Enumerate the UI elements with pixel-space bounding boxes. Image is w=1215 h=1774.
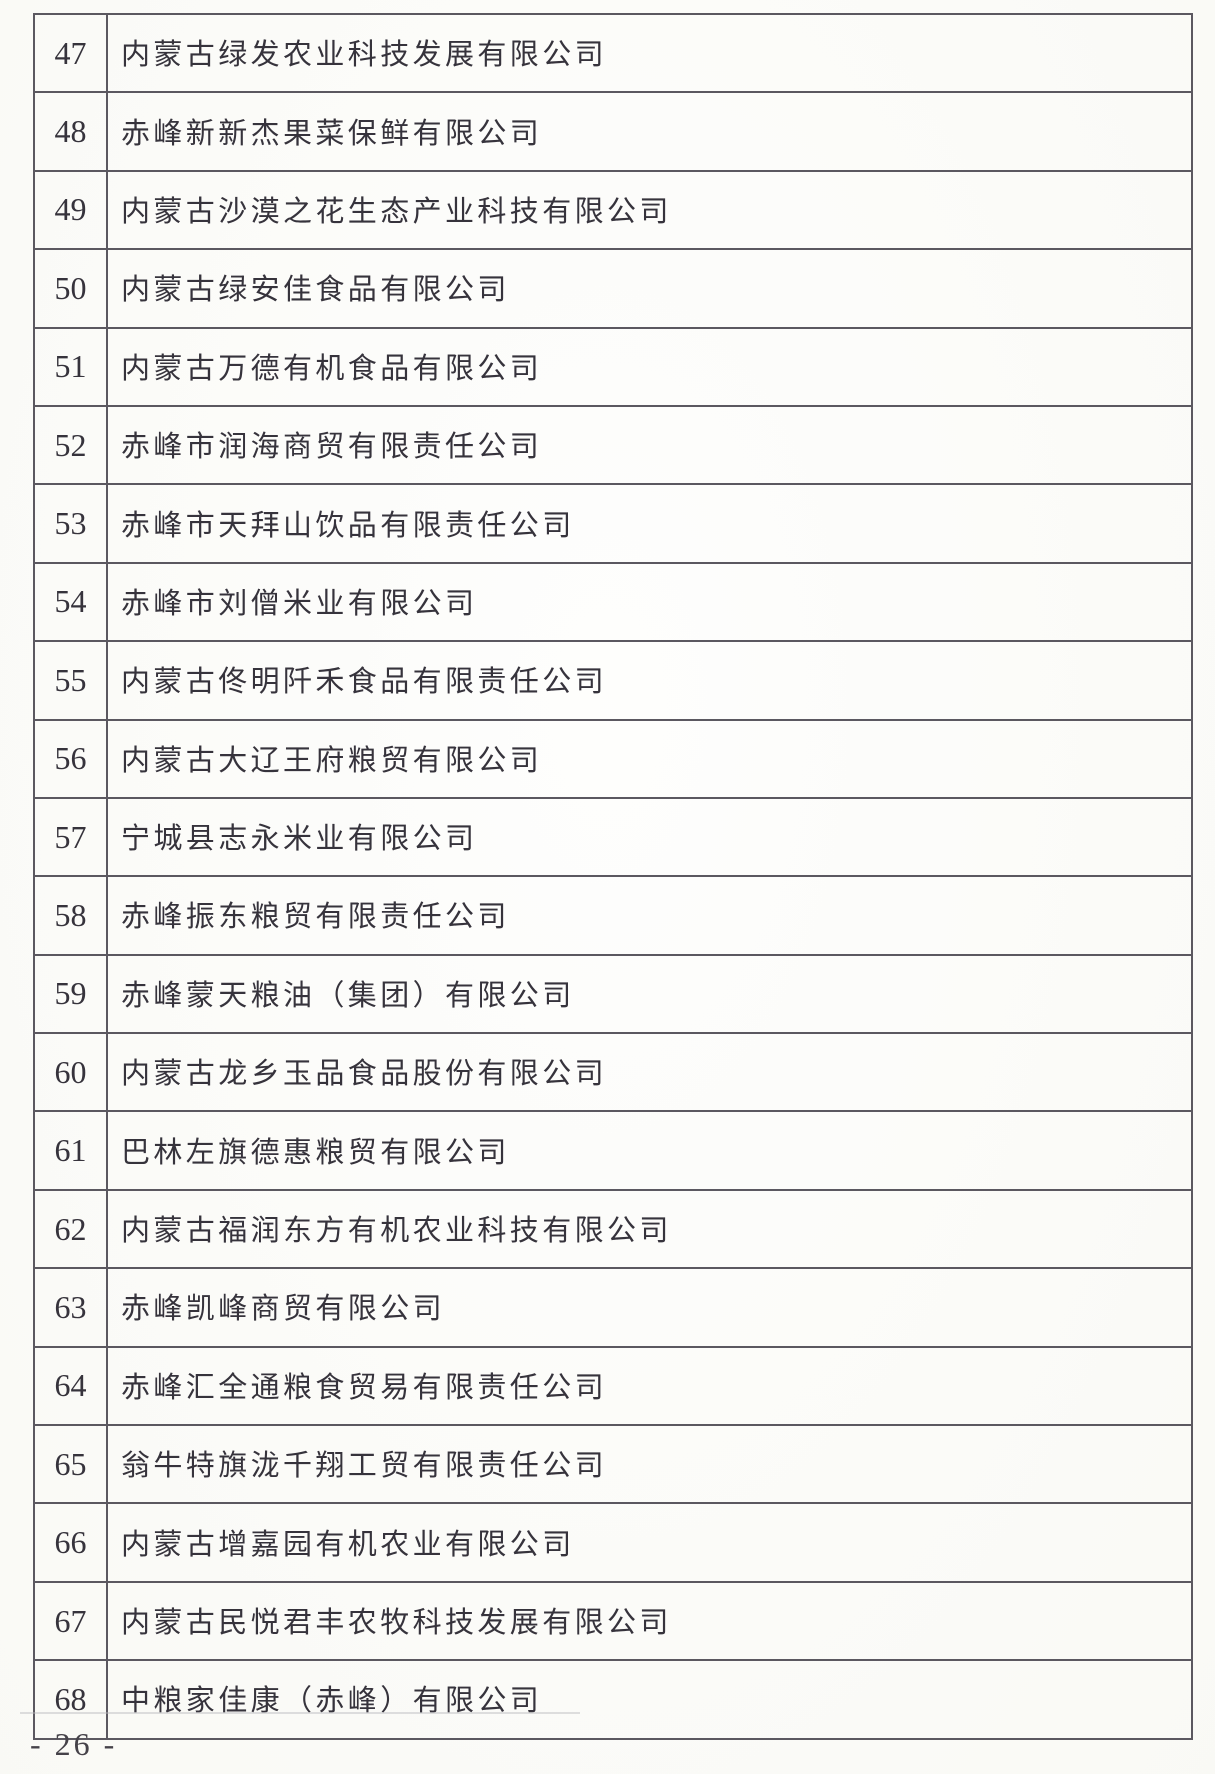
table-row: 60 内蒙古龙乡玉品食品股份有限公司: [33, 1032, 1193, 1113]
company-name: 赤峰凯峰商贸有限公司: [106, 1267, 1193, 1348]
company-name: 赤峰蒙天粮油（集团）有限公司: [106, 953, 1193, 1035]
table-row: 57 宁城县志永米业有限公司: [33, 796, 1193, 878]
company-name: 内蒙古增嘉园有机农业有限公司: [106, 1502, 1193, 1583]
table-row: 55 内蒙古佟明阡禾食品有限责任公司: [33, 640, 1193, 721]
company-name: 内蒙古万德有机食品有限公司: [106, 326, 1193, 407]
company-name: 内蒙古大辽王府粮贸有限公司: [106, 718, 1193, 799]
table-row: 50 内蒙古绿安佳食品有限公司: [33, 248, 1193, 329]
page-number: - 26 -: [30, 1726, 118, 1762]
table-row: 49 内蒙古沙漠之花生态产业科技有限公司: [33, 169, 1193, 251]
row-number: 65: [33, 1424, 108, 1505]
table-row: 52 赤峰市润海商贸有限责任公司: [33, 404, 1193, 486]
company-list-table: 47 内蒙古绿发农业科技发展有限公司 48 赤峰新新杰果菜保鲜有限公司 49 内蒙古沙漠之…: [33, 12, 1193, 1740]
company-name: 翁牛特旗泷千翔工贸有限责任公司: [106, 1424, 1193, 1505]
row-number: 58: [33, 875, 108, 956]
table-row: 51 内蒙古万德有机食品有限公司: [33, 326, 1193, 407]
row-number: 48: [33, 91, 108, 172]
company-name: 内蒙古绿安佳食品有限公司: [106, 248, 1193, 329]
table-body: 47 内蒙古绿发农业科技发展有限公司 48 赤峰新新杰果菜保鲜有限公司 49 内蒙古沙漠之…: [33, 12, 1193, 1740]
row-number: 50: [33, 248, 108, 329]
table-row: 58 赤峰振东粮贸有限责任公司: [33, 875, 1193, 956]
row-number: 54: [33, 561, 108, 643]
company-name: 内蒙古绿发农业科技发展有限公司: [106, 12, 1193, 94]
table-row: 59 赤峰蒙天粮油（集团）有限公司: [33, 953, 1193, 1035]
row-number: 49: [33, 169, 108, 251]
company-name: 赤峰振东粮贸有限责任公司: [106, 875, 1193, 956]
company-name: 内蒙古民悦君丰农牧科技发展有限公司: [106, 1580, 1193, 1662]
table-row: 63 赤峰凯峰商贸有限公司: [33, 1267, 1193, 1348]
row-number: 51: [33, 326, 108, 407]
row-number: 63: [33, 1267, 108, 1348]
company-name: 内蒙古沙漠之花生态产业科技有限公司: [106, 169, 1193, 251]
scan-artifact-line: [20, 1712, 580, 1714]
row-number: 53: [33, 483, 108, 564]
company-name: 内蒙古福润东方有机农业科技有限公司: [106, 1188, 1193, 1270]
table-row: 67 内蒙古民悦君丰农牧科技发展有限公司: [33, 1580, 1193, 1662]
company-name: 赤峰市天拜山饮品有限责任公司: [106, 483, 1193, 564]
row-number: 60: [33, 1032, 108, 1113]
row-number: 59: [33, 953, 108, 1035]
row-number: 68: [33, 1659, 108, 1740]
company-name: 内蒙古佟明阡禾食品有限责任公司: [106, 640, 1193, 721]
row-number: 64: [33, 1345, 108, 1427]
table-row: 48 赤峰新新杰果菜保鲜有限公司: [33, 91, 1193, 172]
row-number: 47: [33, 12, 108, 94]
table-row: 66 内蒙古增嘉园有机农业有限公司: [33, 1502, 1193, 1583]
row-number: 52: [33, 404, 108, 486]
table-row: 68 中粮家佳康（赤峰）有限公司: [33, 1659, 1193, 1740]
table-row: 56 内蒙古大辽王府粮贸有限公司: [33, 718, 1193, 799]
row-number: 62: [33, 1188, 108, 1270]
table-row: 65 翁牛特旗泷千翔工贸有限责任公司: [33, 1424, 1193, 1505]
row-number: 61: [33, 1110, 108, 1191]
table-row: 61 巴林左旗德惠粮贸有限公司: [33, 1110, 1193, 1191]
row-number: 66: [33, 1502, 108, 1583]
table-row: 47 内蒙古绿发农业科技发展有限公司: [33, 12, 1193, 94]
company-name: 赤峰市润海商贸有限责任公司: [106, 404, 1193, 486]
table-row: 62 内蒙古福润东方有机农业科技有限公司: [33, 1188, 1193, 1270]
row-number: 56: [33, 718, 108, 799]
table-row: 53 赤峰市天拜山饮品有限责任公司: [33, 483, 1193, 564]
company-name: 赤峰汇全通粮食贸易有限责任公司: [106, 1345, 1193, 1427]
row-number: 67: [33, 1580, 108, 1662]
company-name: 赤峰新新杰果菜保鲜有限公司: [106, 91, 1193, 172]
table-row: 54 赤峰市刘僧米业有限公司: [33, 561, 1193, 643]
row-number: 55: [33, 640, 108, 721]
table-row: 64 赤峰汇全通粮食贸易有限责任公司: [33, 1345, 1193, 1427]
company-name: 中粮家佳康（赤峰）有限公司: [106, 1659, 1193, 1740]
row-number: 57: [33, 796, 108, 878]
company-name: 巴林左旗德惠粮贸有限公司: [106, 1110, 1193, 1191]
company-name: 内蒙古龙乡玉品食品股份有限公司: [106, 1032, 1193, 1113]
company-name: 赤峰市刘僧米业有限公司: [106, 561, 1193, 643]
company-name: 宁城县志永米业有限公司: [106, 796, 1193, 878]
